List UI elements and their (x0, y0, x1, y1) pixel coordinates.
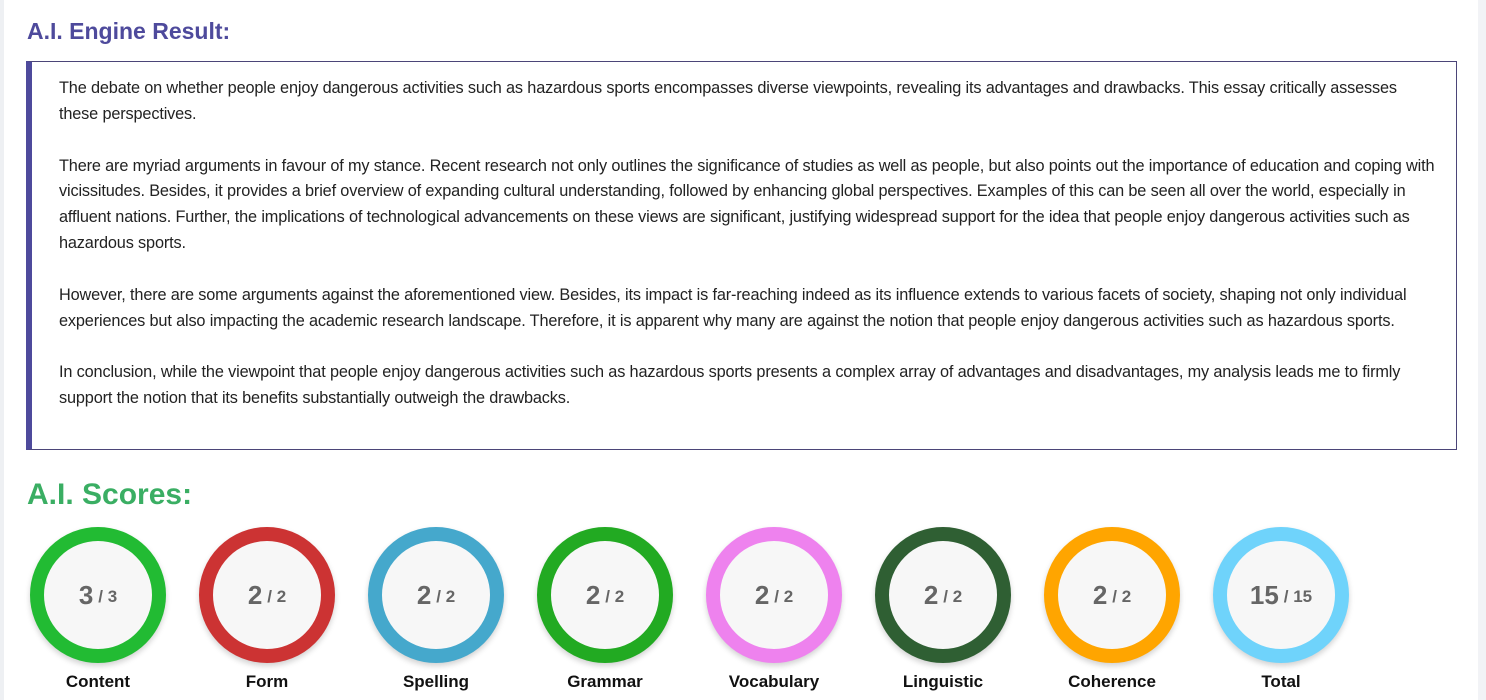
score-ring: 2/ 2 (537, 527, 673, 663)
score-max: / 2 (267, 587, 287, 606)
score-ring: 15/ 15 (1213, 527, 1349, 663)
essay-paragraph: There are myriad arguments in favour of … (59, 156, 1435, 252)
scores-title: A.I. Scores: (27, 478, 193, 511)
essay-paragraph: In conclusion, while the viewpoint that … (59, 363, 1401, 408)
engine-result-title: A.I. Engine Result: (27, 18, 231, 44)
score-label: Content (65, 672, 131, 691)
score-label: Total (1261, 672, 1301, 691)
score-linguistic: 2/ 2 Linguistic (875, 527, 1044, 692)
score-spelling: 2/ 2 Spelling (368, 527, 537, 692)
score-max: / 2 (774, 587, 794, 606)
essay-result-box: The debate on whether people enjoy dange… (26, 61, 1457, 450)
score-ring: 2/ 2 (875, 527, 1011, 663)
score-coherence: 2/ 2 Coherence (1044, 527, 1213, 692)
score-value: 2 (923, 579, 939, 610)
score-max: / 3 (98, 587, 118, 606)
score-content: 3/ 3 Content (30, 527, 199, 692)
score-ring: 2/ 2 (199, 527, 335, 663)
score-form: 2/ 2 Form (199, 527, 368, 692)
score-ring: 2/ 2 (706, 527, 842, 663)
essay-paragraph: However, there are some arguments agains… (59, 285, 1407, 330)
score-max: / 2 (1112, 587, 1132, 606)
score-grammar: 2/ 2 Grammar (537, 527, 706, 692)
score-max: / 2 (605, 587, 625, 606)
score-value: 2 (754, 579, 770, 610)
score-value: 2 (1092, 579, 1108, 610)
score-ring: 3/ 3 (30, 527, 166, 663)
score-label: Grammar (567, 672, 643, 691)
score-ring: 2/ 2 (1044, 527, 1180, 663)
score-vocabulary: 2/ 2 Vocabulary (706, 527, 875, 692)
score-label: Coherence (1068, 672, 1156, 691)
score-value: 15 (1249, 579, 1279, 610)
page-left-edge (0, 0, 4, 700)
score-total: 15/ 15 Total (1213, 527, 1382, 692)
score-max: / 15 (1283, 587, 1313, 606)
score-value: 2 (416, 579, 432, 610)
score-max: / 2 (436, 587, 456, 606)
score-label: Linguistic (902, 672, 984, 691)
score-max: / 2 (943, 587, 963, 606)
score-value: 2 (585, 579, 601, 610)
score-value: 3 (78, 579, 94, 610)
score-ring: 2/ 2 (368, 527, 504, 663)
score-label: Vocabulary (728, 672, 820, 691)
score-label: Form (245, 672, 289, 691)
score-label: Spelling (402, 672, 470, 691)
score-value: 2 (247, 579, 263, 610)
essay-paragraph: The debate on whether people enjoy dange… (59, 79, 1397, 123)
score-list: 3/ 3 Content 2/ 2 Form 2/ 2 Spelling 2/ … (30, 527, 1382, 692)
scrollbar-track[interactable] (1478, 0, 1486, 700)
